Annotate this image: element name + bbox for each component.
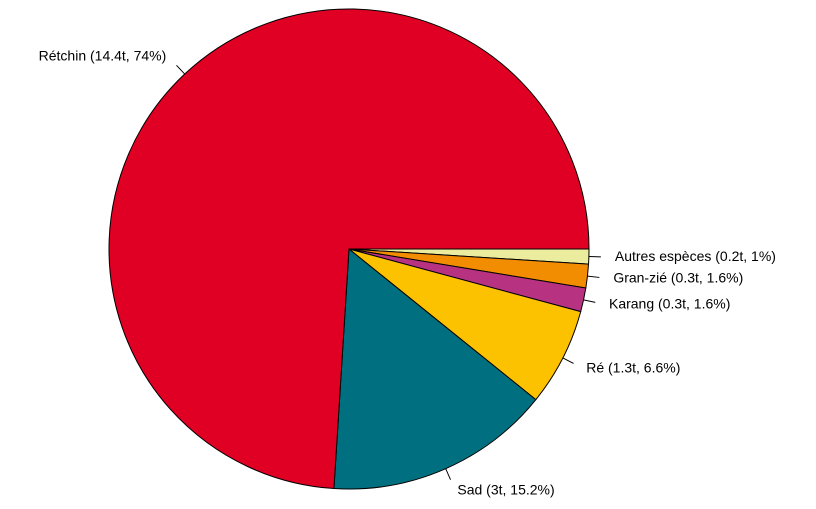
slice-label: Ré (1.3t, 6.6%) [586, 360, 680, 376]
slice-label: Rétchin (14.4t, 74%) [39, 47, 167, 63]
leader-line [176, 65, 184, 74]
slice-label: Autres espèces (0.2t, 1%) [615, 248, 776, 264]
slice-label: Gran-zié (0.3t, 1.6%) [613, 269, 743, 285]
leader-line [446, 469, 451, 480]
leader-line [563, 358, 574, 363]
slice-label: Karang (0.3t, 1.6%) [609, 296, 730, 312]
slice-label: Sad (3t, 15.2%) [457, 481, 554, 497]
leader-line [584, 300, 596, 303]
leader-line [587, 276, 599, 277]
